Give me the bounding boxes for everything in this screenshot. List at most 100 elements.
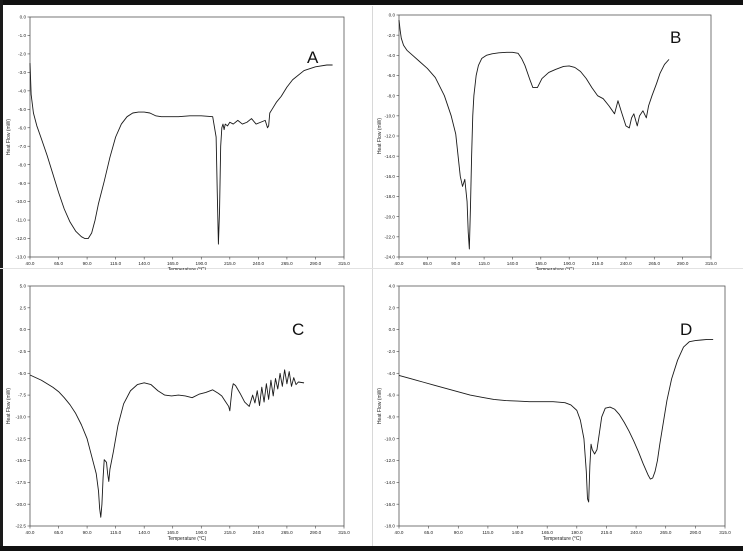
y-tick-label-b: -24.0: [385, 255, 396, 260]
x-tick-label-d: 165.0: [541, 530, 553, 535]
y-tick-label-b: -14.0: [385, 154, 396, 159]
x-tick-label-d: 90.0: [454, 530, 463, 535]
y-tick-label-d: -2.0: [387, 349, 395, 354]
y-tick-label-d: 2.0: [389, 305, 396, 310]
x-tick-label-c: 290.0: [310, 530, 322, 535]
x-tick-label-a: 215.0: [224, 261, 236, 266]
y-tick-label-c: -20.0: [16, 502, 27, 507]
y-tick-label-d: -16.0: [385, 502, 396, 507]
x-tick-label-d: 265.0: [660, 530, 672, 535]
y-tick-label-a: -11.0: [16, 218, 27, 223]
plot-area-a: [29, 16, 345, 258]
y-tick-label-c: 5.0: [20, 284, 27, 289]
x-tick-label-c: 315.0: [338, 530, 350, 535]
y-tick-label-b: -2.0: [387, 33, 395, 38]
y-tick-label-a: -5.0: [18, 107, 26, 112]
x-tick-label-a: 240.0: [253, 261, 265, 266]
y-tick-label-d: -14.0: [385, 480, 396, 485]
x-tick-label-c: 90.0: [83, 530, 92, 535]
x-axis-label-b: Temperature (°C): [536, 267, 575, 270]
y-tick-label-b: -6.0: [387, 73, 395, 78]
y-tick-label-c: -17.5: [16, 480, 27, 485]
x-tick-label-b: 165.0: [535, 261, 547, 266]
dsc-chart-d: 40.0 65.0 90.0 115.0 140.0 165.0 190.0 215.0 240…: [377, 284, 731, 542]
x-axis-label-d: Temperature (°C): [543, 536, 582, 542]
y-tick-label-d: -6.0: [387, 393, 395, 398]
y-tick-label-b: -16.0: [385, 174, 396, 179]
y-tick-label-d: 4.0: [389, 284, 396, 289]
x-tick-label-c: 65.0: [54, 530, 63, 535]
y-tick-label-c: -12.5: [16, 436, 27, 441]
y-tick-label-a: 0.0: [20, 15, 27, 20]
x-tick-label-b: 115.0: [479, 261, 491, 266]
x-tick-label-d: 290.0: [690, 530, 702, 535]
x-tick-label-b: 140.0: [507, 261, 519, 266]
y-tick-label-c: -7.5: [18, 393, 26, 398]
x-tick-label-d: 240.0: [630, 530, 642, 535]
x-tick-label-b: 240.0: [620, 261, 632, 266]
x-tick-label-b: 90.0: [451, 261, 460, 266]
x-tick-label-c: 265.0: [281, 530, 293, 535]
dsc-chart-c: 40.0 65.0 90.0 115.0 140.0 165.0 190.0 215.0 240…: [6, 284, 350, 542]
x-tick-label-a: 290.0: [310, 261, 322, 266]
x-tick-label-b: 190.0: [563, 261, 575, 266]
y-tick-label-a: -7.0: [18, 144, 26, 149]
x-tick-label-d: 215.0: [601, 530, 613, 535]
x-tick-label-a: 190.0: [196, 261, 208, 266]
y-tick-label-b: -10.0: [385, 113, 396, 118]
x-tick-label-d: 65.0: [424, 530, 433, 535]
x-tick-label-b: 40.0: [395, 261, 404, 266]
x-tick-label-a: 65.0: [54, 261, 63, 266]
plot-area-c: [29, 285, 345, 527]
y-tick-label-b: -12.0: [385, 134, 396, 139]
dsc-chart-a: 40.0 65.0 90.0 115.0 140.0 165.0 190.0 215.0 240…: [6, 15, 350, 270]
y-axis-label-c: Heat Flow (mW): [6, 388, 12, 424]
x-tick-label-a: 40.0: [26, 261, 35, 266]
x-tick-label-a: 165.0: [167, 261, 179, 266]
y-tick-label-a: -2.0: [18, 52, 26, 57]
x-tick-label-b: 290.0: [677, 261, 689, 266]
top-border: [0, 0, 743, 5]
horizontal-divider: [0, 268, 743, 269]
x-tick-label-d: 40.0: [395, 530, 404, 535]
y-tick-label-a: -3.0: [18, 70, 26, 75]
y-tick-label-a: -9.0: [18, 181, 26, 186]
x-tick-label-d: 315.0: [719, 530, 731, 535]
left-border: [0, 0, 3, 551]
x-tick-label-c: 190.0: [196, 530, 208, 535]
x-tick-label-c: 240.0: [253, 530, 265, 535]
x-tick-label-c: 40.0: [26, 530, 35, 535]
y-tick-label-c: 2.5: [20, 305, 27, 310]
x-axis-label-c: Temperature (°C): [168, 536, 207, 542]
heat-flow-curve-a: [29, 63, 333, 245]
y-tick-label-a: -1.0: [18, 33, 26, 38]
panel-label-c: C: [292, 320, 304, 339]
x-tick-label-a: 315.0: [338, 261, 350, 266]
x-tick-label-a: 265.0: [281, 261, 293, 266]
panel-label-d: D: [680, 320, 692, 339]
x-tick-label-a: 115.0: [110, 261, 122, 266]
y-tick-label-b: -8.0: [387, 93, 395, 98]
y-tick-label-a: -8.0: [18, 162, 26, 167]
x-tick-label-b: 65.0: [423, 261, 432, 266]
x-tick-label-d: 140.0: [512, 530, 524, 535]
y-axis-label-a: Heat Flow (mW): [6, 119, 12, 155]
x-tick-label-c: 165.0: [167, 530, 179, 535]
y-tick-label-c: -10.0: [16, 415, 27, 420]
panel-label-a: A: [307, 48, 319, 67]
y-tick-label-a: -4.0: [18, 88, 26, 93]
x-axis-label-a: Temperature (°C): [168, 267, 207, 270]
y-tick-label-c: -22.5: [16, 524, 27, 529]
x-tick-label-a: 140.0: [138, 261, 150, 266]
y-tick-label-b: -20.0: [385, 214, 396, 219]
vertical-divider: [372, 6, 373, 546]
y-tick-label-b: 0.0: [389, 13, 396, 18]
plot-area-b: [398, 14, 712, 258]
x-tick-label-b: 265.0: [649, 261, 661, 266]
y-axis-label-b: Heat Flow (mW): [377, 118, 383, 154]
y-tick-label-d: -12.0: [385, 458, 396, 463]
heat-flow-curve-b: [398, 19, 670, 250]
x-tick-label-b: 315.0: [705, 261, 717, 266]
x-tick-label-d: 115.0: [482, 530, 494, 535]
y-tick-label-b: -4.0: [387, 53, 395, 58]
